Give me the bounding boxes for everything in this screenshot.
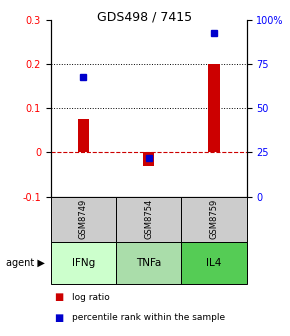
Bar [77,119,89,153]
Text: ■: ■ [54,292,63,302]
Text: IL4: IL4 [206,258,222,268]
Bar [208,64,220,153]
Bar [143,153,155,166]
Text: GSM8759: GSM8759 [209,199,218,239]
Text: TNFa: TNFa [136,258,161,268]
Text: IFNg: IFNg [72,258,95,268]
Text: percentile rank within the sample: percentile rank within the sample [72,313,226,322]
Text: agent ▶: agent ▶ [6,258,45,268]
Text: GDS498 / 7415: GDS498 / 7415 [97,10,193,23]
Text: log ratio: log ratio [72,293,110,302]
Text: GSM8754: GSM8754 [144,199,153,239]
Text: GSM8749: GSM8749 [79,199,88,239]
Text: ■: ■ [54,312,63,323]
